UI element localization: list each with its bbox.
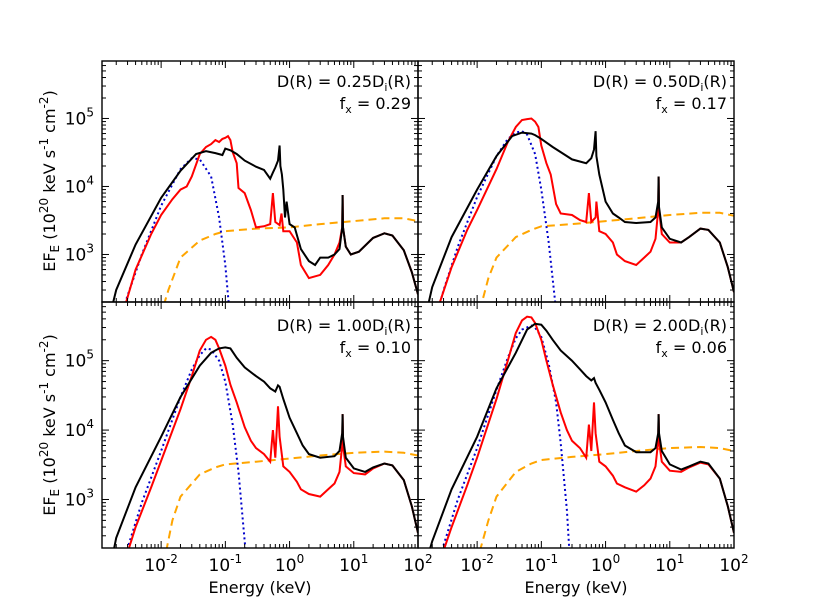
y-axis-title-bottom: EFE (1020 keV s-1 cm-2) [37, 334, 62, 516]
panel-top-left: D(R) = 0.25Di(R) fx = 0.29 [101, 60, 419, 303]
y-tick-label: 105 [65, 348, 94, 372]
x-tick-label: 102 [719, 552, 748, 576]
x-axis-title-right: Energy (keV) [524, 578, 627, 597]
x-tick-label: 101 [339, 552, 368, 576]
x-tick-label: 10-2 [460, 552, 494, 576]
series-total [113, 346, 418, 548]
y-tick-labels: 103 104 105 103 104 105 [65, 105, 94, 510]
series-hot-component [479, 445, 734, 548]
y-tick-label: 104 [65, 173, 94, 197]
plot-area-top-left [112, 134, 418, 302]
panel-bottom-right: D(R) = 2.00Di(R) fx = 0.06 [417, 301, 735, 549]
panel-label-d: D(R) = 0.25Di(R) [277, 72, 411, 94]
x-tick-label: 10-1 [209, 552, 243, 576]
y-axis-title-top: EFE (1020 keV s-1 cm-2) [37, 90, 62, 272]
panel-label-fx: fx = 0.29 [340, 94, 411, 116]
y-tick-label: 103 [65, 241, 94, 265]
series-total [429, 322, 734, 548]
series-warm-component [443, 315, 734, 548]
plot-area-top-right [427, 117, 734, 302]
panel-top-right: D(R) = 0.50Di(R) fx = 0.17 [417, 60, 735, 303]
panel-label-d: D(R) = 1.00Di(R) [277, 316, 411, 338]
y-tick-label: 103 [65, 486, 94, 510]
panel-label-fx: fx = 0.06 [656, 338, 727, 360]
x-tick-label: 10-1 [525, 552, 559, 576]
x-axis-title-left: Energy (keV) [208, 578, 311, 597]
panel-label-fx: fx = 0.17 [656, 94, 727, 116]
x-tick-label: 100 [591, 552, 620, 576]
series-hot-component [481, 211, 734, 302]
x-tick-label: 100 [275, 552, 304, 576]
y-tick-label: 105 [65, 105, 94, 129]
panel-bottom-left: D(R) = 1.00Di(R) fx = 0.10 [101, 301, 419, 549]
series-disc-blackbody [126, 347, 247, 548]
series-disc-blackbody [441, 324, 571, 548]
panel-label-d: D(R) = 2.00Di(R) [593, 316, 727, 338]
series-hot-component [163, 217, 418, 302]
ticks-top-right [418, 60, 735, 303]
panel-label-d: D(R) = 0.50Di(R) [593, 72, 727, 94]
x-tick-labels: 10-2 10-1 100 101 102 10-2 10-1 100 101 102 [144, 552, 748, 576]
series-warm-component [438, 117, 734, 302]
series-hot-component [165, 450, 418, 548]
series-total [427, 131, 734, 302]
series-warm-component [125, 134, 418, 302]
plot-area-bottom-left [113, 335, 418, 548]
y-tick-label: 104 [65, 417, 94, 441]
x-tick-label: 10-2 [144, 552, 178, 576]
plot-area-bottom-right [429, 315, 734, 548]
x-tick-label: 102 [403, 552, 432, 576]
series-total [112, 145, 418, 302]
panel-frame [417, 301, 735, 549]
ticks-bottom-right [418, 301, 735, 549]
series-warm-component [127, 335, 418, 548]
x-tick-label: 101 [655, 552, 684, 576]
panel-label-fx: fx = 0.10 [340, 338, 411, 360]
series-disc-blackbody [124, 157, 230, 302]
